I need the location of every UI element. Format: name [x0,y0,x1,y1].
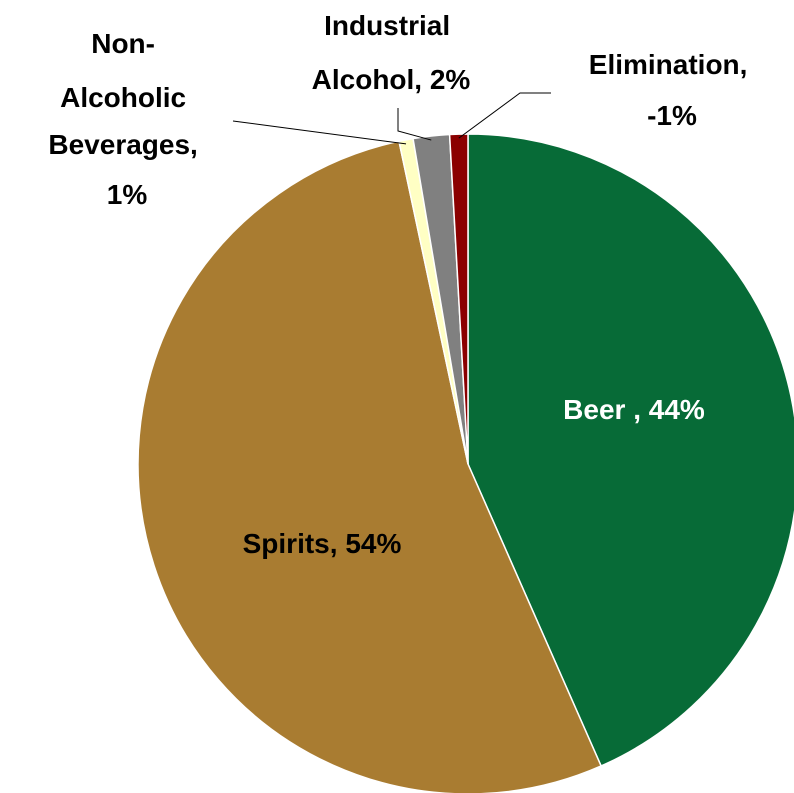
pie-slices [137,133,794,793]
slice-label-beer: Beer , 44% [563,394,705,425]
slice-label-industrial-alcohol: Industrial Alcohol, 2% [312,10,471,95]
leader-line-industrial-alcohol [397,108,432,141]
slice-label-non-alcoholic: Non- Alcoholic Beverages, 1% [48,28,205,210]
leader-line-non-alcoholic [232,120,407,145]
slice-label-elimination: Elimination, -1% [589,49,755,131]
leader-lines [232,92,551,145]
pie-slice-beer [467,133,794,767]
slice-label-spirits: Spirits, 54% [243,528,402,559]
leader-line-elimination [458,92,551,139]
pie-slice-elimination [448,133,469,465]
